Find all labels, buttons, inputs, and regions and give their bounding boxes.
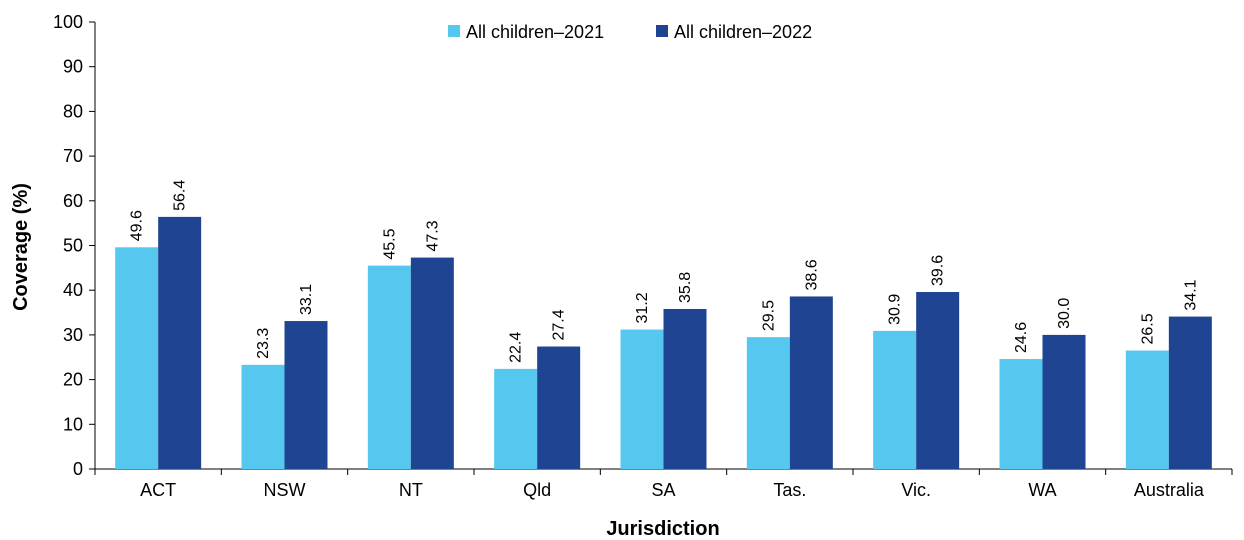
bar: [1125, 350, 1169, 469]
bar: [999, 359, 1043, 469]
bar: [1042, 334, 1086, 469]
data-label: 45.5: [381, 228, 398, 259]
bar: [1168, 316, 1212, 469]
bar: [537, 346, 581, 469]
y-tick-label: 30: [63, 325, 83, 345]
y-axis: 0 10 20 30 40 50 60 70 80 90 100: [53, 12, 96, 479]
data-label: 38.6: [803, 259, 820, 290]
x-tick-label: NSW: [264, 480, 306, 500]
x-tick-label: Tas.: [773, 480, 806, 500]
x-tick-label: Qld: [523, 480, 551, 500]
x-tick-label: Vic.: [901, 480, 931, 500]
data-label: 49.6: [129, 210, 146, 241]
legend-label: All children–2022: [674, 22, 812, 42]
legend: All children–2021 All children–2022: [448, 22, 812, 42]
bar: [789, 296, 833, 469]
bar: [494, 368, 538, 469]
bar: [367, 265, 411, 469]
bar: [115, 247, 159, 469]
bar: [158, 216, 202, 469]
y-tick-label: 70: [63, 146, 83, 166]
data-label: 31.2: [634, 292, 651, 323]
data-label: 39.6: [930, 255, 947, 286]
data-label: 26.5: [1139, 313, 1156, 344]
y-tick-label: 40: [63, 280, 83, 300]
data-label: 34.1: [1182, 279, 1199, 310]
bar: [284, 321, 328, 469]
data-label: 47.3: [424, 220, 441, 251]
data-label: 35.8: [677, 272, 694, 303]
bars: 49.6 23.3 45.5 22.4 31.2 29.5 30.9 24.6 26.5 56.4…: [115, 180, 1212, 469]
data-label: 29.5: [760, 300, 777, 331]
data-label: 27.4: [551, 309, 568, 340]
y-axis-title: Coverage (%): [10, 183, 32, 311]
data-label: 30.9: [887, 294, 904, 325]
data-label: 23.3: [255, 328, 272, 359]
bar: [241, 364, 285, 469]
x-tick-label: ACT: [140, 480, 176, 500]
y-tick-label: 0: [73, 459, 83, 479]
data-label: 33.1: [298, 284, 315, 315]
legend-swatch: [448, 25, 460, 37]
y-tick-label: 10: [63, 414, 83, 434]
bar: [410, 257, 454, 469]
bar: [663, 308, 707, 469]
y-tick-label: 20: [63, 370, 83, 390]
legend-label: All children–2021: [466, 22, 604, 42]
bar: [916, 291, 960, 469]
x-tick-label: SA: [651, 480, 675, 500]
x-axis-title: Jurisdiction: [606, 518, 719, 540]
bar: [873, 330, 917, 469]
bar: [746, 337, 790, 469]
x-tick-label: WA: [1028, 480, 1056, 500]
data-label: 22.4: [508, 332, 525, 363]
data-label: 30.0: [1056, 298, 1073, 329]
y-tick-label: 90: [63, 57, 83, 77]
y-tick-label: 80: [63, 101, 83, 121]
y-tick-label: 50: [63, 236, 83, 256]
data-label: 56.4: [172, 180, 189, 211]
data-label: 24.6: [1013, 322, 1030, 353]
x-tick-label: NT: [399, 480, 423, 500]
y-tick-label: 60: [63, 191, 83, 211]
x-axis: ACT NSW NT Qld SA Tas. Vic. WA Australia: [94, 468, 1233, 500]
y-tick-label: 100: [53, 12, 83, 32]
bar: [620, 329, 664, 469]
legend-swatch: [656, 25, 668, 37]
x-tick-label: Australia: [1134, 480, 1205, 500]
